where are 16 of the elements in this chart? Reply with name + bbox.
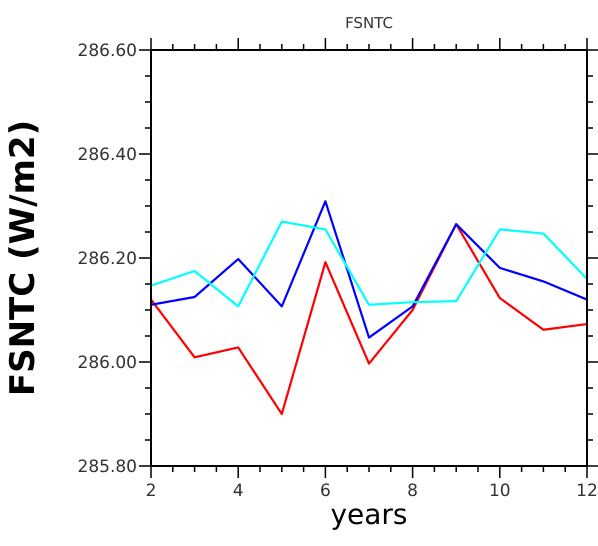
y-tick-label: 286.00 — [78, 352, 137, 373]
x-tick-label: 10 — [488, 481, 511, 501]
y-axis-title: FSNTC (W/m2) — [3, 120, 44, 396]
x-tick-label: 4 — [232, 481, 244, 501]
x-tick-label: 12 — [576, 481, 598, 501]
x-tick-label: 6 — [320, 481, 331, 501]
chart-title: FSNTC — [344, 14, 394, 32]
y-tick-label: 285.80 — [78, 456, 137, 477]
x-tick-label: 8 — [407, 481, 418, 501]
x-axis-title: years — [330, 498, 408, 531]
y-tick-label: 286.60 — [78, 40, 137, 61]
line-series — [151, 220, 587, 308]
line-series — [151, 200, 587, 339]
x-tick-label: 2 — [146, 481, 156, 501]
y-tick-label: 286.40 — [78, 144, 137, 165]
y-tick-label: 286.20 — [78, 248, 137, 269]
